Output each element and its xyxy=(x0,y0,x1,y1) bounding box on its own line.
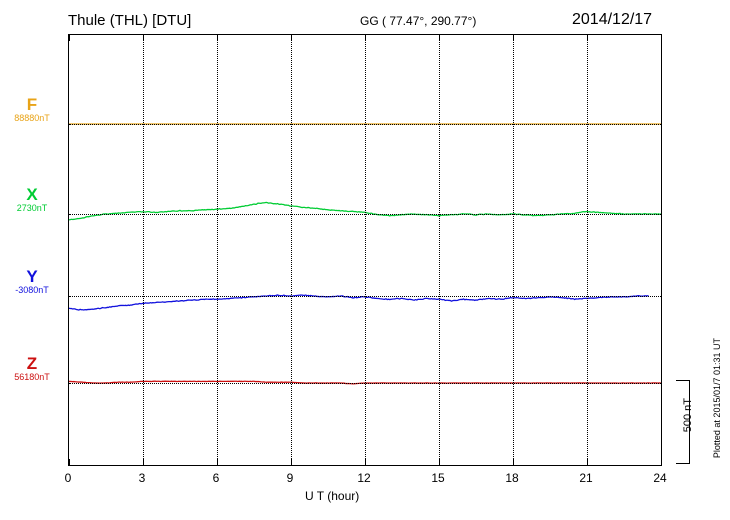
x-tick-label: 18 xyxy=(505,471,519,485)
x-tick-label: 0 xyxy=(64,471,72,485)
x-tick-label: 3 xyxy=(138,471,146,485)
magnetogram-plot-area xyxy=(68,34,662,466)
scale-bar-label: 500 nT xyxy=(682,398,694,433)
observation-date: 2014/12/17 xyxy=(572,11,653,28)
gridline-vertical xyxy=(217,35,218,465)
gridline-vertical xyxy=(291,35,292,465)
baseline-x xyxy=(69,214,661,215)
x-axis-label: U T (hour) xyxy=(305,489,360,503)
plot-inner xyxy=(69,35,662,465)
component-label-y: Y -3080nT xyxy=(2,268,62,296)
x-tick-top xyxy=(143,35,144,41)
component-label-x: X 2730nT xyxy=(2,186,62,214)
x-tick-top xyxy=(291,35,292,41)
x-tick xyxy=(365,459,366,465)
baseline-f xyxy=(69,124,661,125)
component-baseline-value: 2730nT xyxy=(16,203,48,213)
component-baseline-value: 56180nT xyxy=(14,372,50,382)
gridline-vertical xyxy=(439,35,440,465)
gridline-vertical xyxy=(365,35,366,465)
gridline-vertical xyxy=(587,35,588,465)
component-symbol: Y xyxy=(26,267,38,286)
x-tick-top xyxy=(217,35,218,41)
x-tick xyxy=(217,459,218,465)
x-tick-top xyxy=(69,35,70,41)
component-symbol: F xyxy=(26,95,38,114)
baseline-y xyxy=(69,296,661,297)
x-tick-label: 12 xyxy=(357,471,371,485)
component-label-z: Z 56180nT xyxy=(2,355,62,383)
geographic-coordinates: GG ( 77.47°, 290.77°) xyxy=(360,14,477,28)
trace-y xyxy=(69,294,649,311)
x-tick xyxy=(513,459,514,465)
x-tick-label: 15 xyxy=(431,471,445,485)
component-label-f: F 88880nT xyxy=(2,96,62,124)
x-tick xyxy=(587,459,588,465)
scale-bar xyxy=(676,380,690,464)
component-baseline-value: 88880nT xyxy=(14,113,50,123)
component-baseline-value: -3080nT xyxy=(15,285,49,295)
gridline-vertical xyxy=(513,35,514,465)
gridline-vertical xyxy=(143,35,144,465)
x-tick xyxy=(291,459,292,465)
x-tick-top xyxy=(439,35,440,41)
x-tick xyxy=(661,459,662,465)
x-tick-top xyxy=(587,35,588,41)
x-tick xyxy=(143,459,144,465)
x-tick-label: 24 xyxy=(653,471,667,485)
plotted-at-text: Plotted at 2015/01/7 01:31 UT xyxy=(712,338,722,459)
component-symbol: Z xyxy=(26,354,38,373)
x-tick-label: 21 xyxy=(579,471,593,485)
x-tick-top xyxy=(365,35,366,41)
component-symbol: X xyxy=(26,185,38,204)
baseline-z xyxy=(69,383,661,384)
x-tick-label: 6 xyxy=(212,471,220,485)
x-tick xyxy=(439,459,440,465)
x-tick-top xyxy=(513,35,514,41)
page-title: Thule (THL) [DTU] xyxy=(68,12,192,29)
x-tick xyxy=(69,459,70,465)
x-tick-top xyxy=(661,35,662,41)
x-tick-label: 9 xyxy=(286,471,294,485)
